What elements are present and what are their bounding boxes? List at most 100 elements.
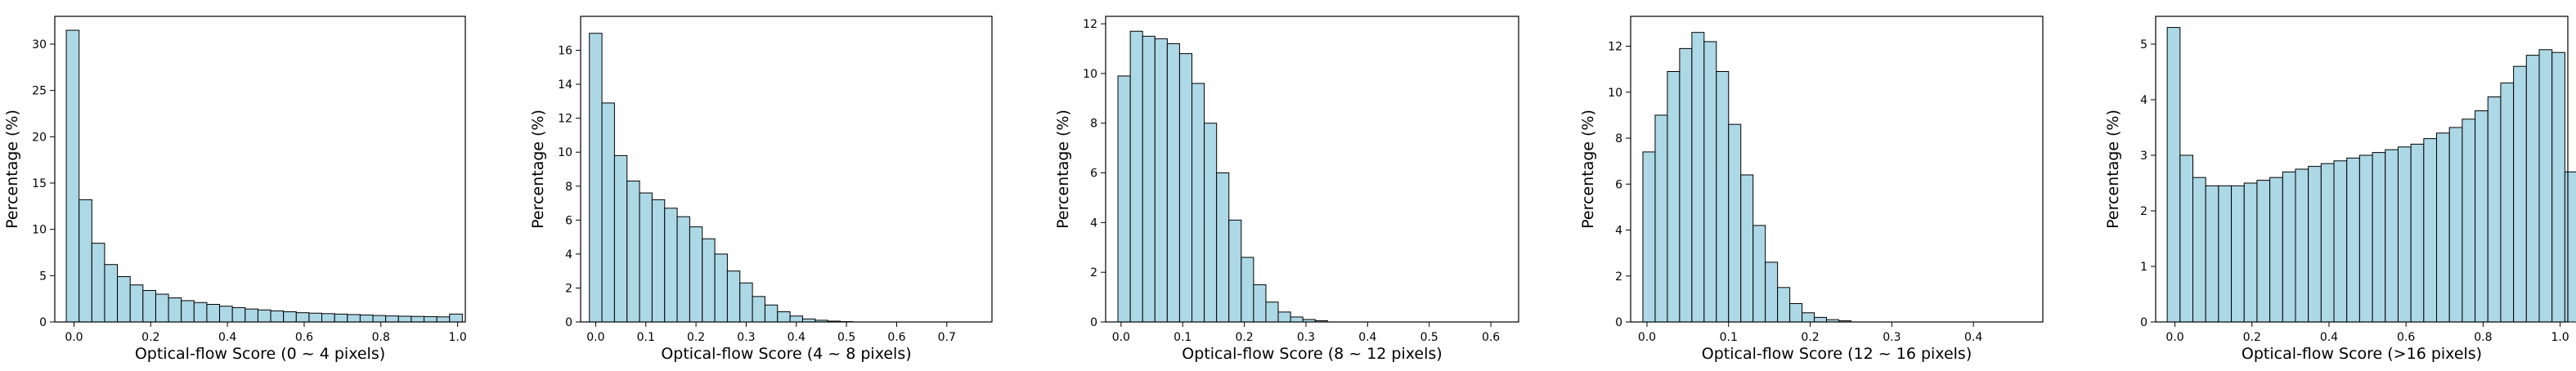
histogram-bar [2308,166,2322,323]
y-tick-label: 10 [32,224,47,237]
x-tick-label: 0.0 [65,331,83,344]
histogram-bar [2385,149,2399,323]
histogram-bar [142,289,156,323]
y-tick-label: 8 [1615,132,1622,145]
y-tick-label: 12 [558,113,572,126]
y-tick-label: 2 [1090,266,1097,279]
histogram-bar [1204,123,1218,323]
histogram-bar [2333,160,2348,323]
histogram-bar [91,243,105,323]
y-tick-label: 4 [565,248,572,261]
y-tick-label: 12 [1608,41,1622,54]
histogram-bar [1703,41,1717,323]
histogram-bar [2525,55,2540,323]
histogram-bar [65,29,80,323]
x-tick-label: 0.0 [1638,331,1656,344]
x-tick-label: 0.5 [837,331,855,344]
histogram-bar [2475,110,2488,323]
histogram-bar [651,199,666,323]
histogram-bar [1716,70,1730,323]
histogram-bar [1777,287,1791,323]
plot-frame [1630,16,2044,323]
histogram-bar [739,282,753,323]
histogram-bar [1142,35,1156,323]
plot-frame [54,16,466,323]
histogram-bar [295,312,310,323]
histogram-bar [2218,185,2233,323]
histogram-bar [2423,138,2438,323]
y-tick-label: 12 [1083,18,1097,31]
histogram-bar [1253,284,1267,323]
y-tick-label: 5 [39,270,47,283]
chart-panel-2: 0.0 0.1 0.2 0.3 0.4 0.5 0.6 0.7 0 2 4 6 8 10 12 14 16 Opt… [529,16,993,363]
x-tick-label: 0.0 [2165,331,2183,344]
x-tick-label: 0.2 [687,331,705,344]
x-tick-label: 0.2 [141,331,159,344]
x-tick-label: 0.1 [637,331,655,344]
x-tick-label: 0.1 [1174,331,1192,344]
histogram-bar [1277,311,1291,323]
x-tick-label: 0.8 [372,331,390,344]
x-tick-label: 0.0 [1112,331,1130,344]
x-tick-label: 0.6 [1482,331,1500,344]
x-axis-label: Optical-flow Score (>16 pixels) [2242,345,2482,363]
x-axis-label: Optical-flow Score (0 ~ 4 pixels) [135,345,385,363]
histogram-bar [359,315,374,323]
y-axis-label: Percentage (%) [1054,110,1072,229]
histogram-bar [1117,75,1131,323]
y-tick-label: 0 [1615,316,1622,329]
histogram-bar [2564,171,2576,323]
y-tick-label: 1 [2140,261,2147,274]
histogram-bar [1789,303,1803,323]
histogram-bar [411,315,425,323]
histogram-bar [397,315,412,323]
histogram-bar [601,102,615,323]
y-axis-label: Percentage (%) [2104,110,2122,229]
x-tick-label: 0.3 [737,331,755,344]
y-tick-label: 16 [558,45,572,58]
y-tick-label: 6 [1615,178,1622,191]
histogram-bar [589,33,603,323]
histogram-bar [1642,151,1656,323]
histogram-bar [2436,132,2450,323]
x-tick-label: 1.0 [448,331,466,344]
y-tick-label: 6 [565,214,572,227]
x-tick-label: 0.3 [1883,331,1901,344]
y-tick-label: 0 [39,316,47,329]
histogram-bar [2269,177,2283,323]
histogram-bar [664,208,678,323]
histogram-bar [2551,51,2565,323]
histogram-bar [436,316,451,323]
histogram-bar [2256,180,2271,323]
histogram-bar [1667,70,1681,323]
histogram-bar [1290,316,1304,323]
histogram-bar [334,313,348,323]
histogram-bar [2358,154,2373,323]
x-tick-label: 0.7 [938,331,956,344]
histogram-bar [257,309,272,323]
histogram-bar [1265,302,1279,323]
histogram-bar [219,306,233,323]
y-tick-label: 10 [1608,87,1622,100]
y-tick-label: 4 [1615,225,1622,238]
histogram-bar [283,311,297,323]
x-tick-label: 0.4 [1964,331,1982,344]
histogram-bar [231,306,246,323]
y-axis-label: Percentage (%) [1579,110,1597,229]
plot-frame [1105,16,1519,323]
histogram-bar [702,238,716,323]
y-tick-label: 15 [32,177,47,190]
histogram-bar [1178,53,1193,323]
y-tick-label: 0 [1090,316,1097,329]
y-tick-label: 25 [32,85,47,98]
y-tick-label: 6 [1090,168,1097,181]
histogram-bar [626,181,640,323]
histogram-bar [1765,261,1779,323]
chart-panel-5: 0.0 0.2 0.4 0.6 0.8 1.0 0 1 2 3 4 5 Optical-flow Sco… [2104,16,2576,363]
histogram-bar [789,315,803,323]
histogram-bar [1228,219,1242,323]
y-tick-label: 3 [2140,150,2147,163]
histogram-bar [1654,114,1668,323]
histogram-bar [2231,185,2245,323]
